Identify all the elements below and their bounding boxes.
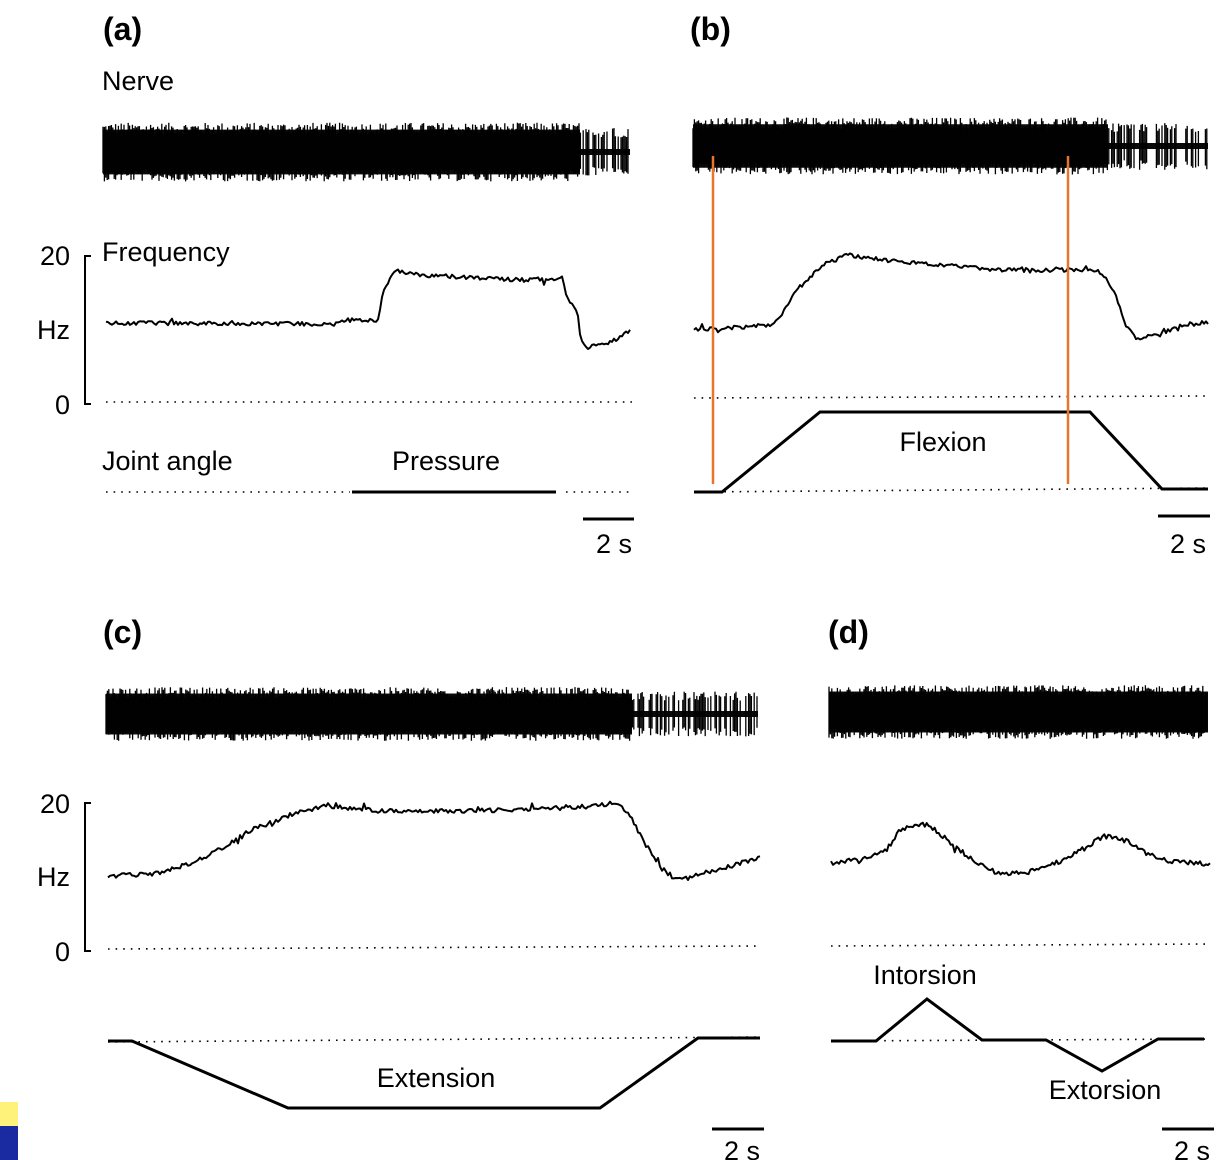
nerve-recording-b [692, 117, 1208, 175]
extorsion-label: Extorsion [1049, 1075, 1162, 1105]
nerve-spikes [105, 687, 758, 741]
y-axis-c [84, 802, 91, 952]
y-tick-20-a: 20 [40, 241, 70, 271]
intorsion-label: Intorsion [873, 960, 977, 990]
flexion-stimulus [694, 410, 1208, 494]
panel-a: (a) Nerve Frequency 20 Hz 0 Joint angle … [37, 11, 634, 559]
y-tick-hz-c: Hz [37, 862, 70, 892]
y-axis-a [84, 255, 91, 405]
zero-baseline-d [830, 943, 1211, 947]
panel-b-label: (b) [690, 11, 731, 47]
nerve-recording-c [105, 687, 758, 741]
joint-angle-label: Joint angle [102, 446, 233, 476]
y-tick-0-a: 0 [55, 390, 70, 420]
extension-stimulus [108, 1036, 760, 1110]
flexion-label: Flexion [899, 427, 986, 457]
scale-bar-d-label: 2 s [1174, 1136, 1210, 1160]
frequency-label: Frequency [102, 237, 230, 267]
frequency-trace-d [830, 821, 1211, 877]
y-tick-hz-a: Hz [37, 315, 70, 345]
panel-d: (d) Intorsion Extorsion 2 s [828, 614, 1214, 1160]
joint-baseline-c [107, 1036, 761, 1043]
panel-d-label: (d) [828, 614, 869, 650]
pressure-label: Pressure [392, 446, 500, 476]
panel-a-label: (a) [103, 11, 142, 47]
frequency-trace-c [107, 800, 761, 881]
corner-accent-blue [0, 1126, 18, 1160]
nerve-recording-d [828, 685, 1208, 739]
y-tick-20-c: 20 [40, 789, 70, 819]
nerve-spikes [692, 117, 1208, 175]
zero-baseline-b [693, 395, 1209, 399]
nerve-spikes [828, 685, 1208, 739]
panel-c-label: (c) [103, 614, 142, 650]
nerve-recording-a [102, 122, 630, 182]
scale-bar-c-label: 2 s [724, 1136, 760, 1160]
torsion-stimulus [831, 997, 1204, 1073]
frequency-trace-b [693, 252, 1209, 341]
joint-baseline-b [693, 487, 1209, 493]
nerve-spikes [102, 122, 629, 182]
zero-baseline-c [107, 945, 761, 950]
scale-bar-b-label: 2 s [1170, 529, 1206, 559]
frequency-trace-a [105, 268, 631, 350]
nerve-label: Nerve [102, 66, 174, 96]
scale-bar-a-label: 2 s [596, 529, 632, 559]
nerve-band-post [580, 149, 630, 155]
extension-label: Extension [377, 1063, 496, 1093]
y-tick-0-c: 0 [55, 937, 70, 967]
panel-c: (c) 20 Hz 0 Extension 2 s [37, 614, 764, 1160]
corner-accent-yellow [0, 1102, 18, 1126]
panel-b: (b) Flexion 2 s [690, 11, 1210, 559]
